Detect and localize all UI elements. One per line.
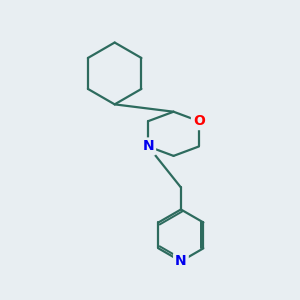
Text: N: N — [142, 140, 154, 154]
Text: O: O — [193, 114, 205, 128]
Text: N: N — [175, 254, 187, 268]
